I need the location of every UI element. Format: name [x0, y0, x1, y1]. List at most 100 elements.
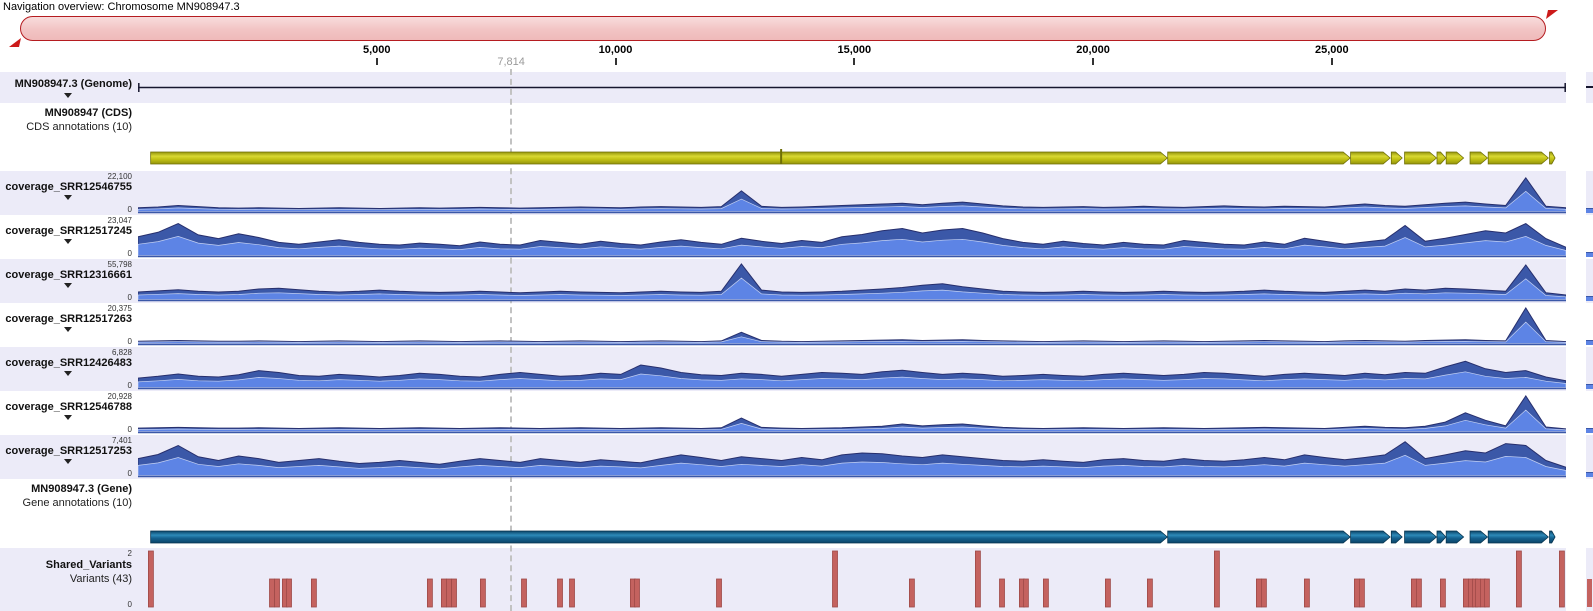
- adjacent-view-sliver: [1586, 0, 1593, 611]
- variants-content[interactable]: [138, 548, 1566, 611]
- coverage-content[interactable]: [138, 435, 1566, 479]
- track-label-coverage[interactable]: coverage_SRR12517245: [0, 225, 132, 237]
- track-options-caret-icon[interactable]: [64, 93, 72, 98]
- variant-bar[interactable]: [311, 579, 316, 607]
- track-sublabel-annotation: CDS annotations (10): [0, 121, 132, 133]
- track-options-caret-icon[interactable]: [64, 283, 72, 288]
- variant-bar[interactable]: [1359, 579, 1364, 607]
- sliver-row: [1586, 171, 1593, 215]
- coverage-max-label: 22,100: [0, 172, 132, 181]
- track-row-coverage-3: 23,047coverage_SRR125172450: [0, 215, 1566, 259]
- variant-bar[interactable]: [480, 579, 485, 607]
- coverage-content[interactable]: [138, 347, 1566, 391]
- coverage-max-label: 55,798: [0, 260, 132, 269]
- variant-bar[interactable]: [148, 551, 153, 607]
- track-options-caret-icon[interactable]: [64, 371, 72, 376]
- coverage-min-label: 0: [0, 205, 132, 214]
- coverage-content[interactable]: [138, 303, 1566, 347]
- variant-bar[interactable]: [635, 579, 640, 607]
- coverage-content[interactable]: [138, 215, 1566, 259]
- nav-wrap-right-arrow-icon[interactable]: [1544, 9, 1559, 21]
- track-row-coverage-7: 20,928coverage_SRR125467880: [0, 391, 1566, 435]
- track-options-caret-icon[interactable]: [64, 195, 72, 200]
- variant-bar[interactable]: [1484, 579, 1489, 607]
- ruler-tick-label: 5,000: [363, 44, 391, 56]
- track-options-caret-icon[interactable]: [64, 459, 72, 464]
- variant-bar[interactable]: [1023, 579, 1028, 607]
- variant-bar[interactable]: [441, 579, 446, 607]
- track-label-coverage[interactable]: coverage_SRR12546755: [0, 181, 132, 193]
- coverage-max-label: 20,375: [0, 304, 132, 313]
- cursor-position-label: 7,814: [497, 56, 525, 68]
- track-label-coverage[interactable]: coverage_SRR12517263: [0, 313, 132, 325]
- variant-bar[interactable]: [1559, 551, 1564, 607]
- navigation-overview-selector[interactable]: [20, 16, 1546, 41]
- track-row-coverage-5: 20,375coverage_SRR125172630: [0, 303, 1566, 347]
- nav-wrap-left-arrow-icon[interactable]: [9, 36, 24, 48]
- coverage-content[interactable]: [138, 171, 1566, 215]
- variant-bar[interactable]: [1463, 579, 1468, 607]
- variant-bar[interactable]: [1440, 579, 1445, 607]
- track-label-annotation[interactable]: MN908947.3 (Gene): [0, 483, 132, 495]
- ruler-tick-mark: [853, 58, 855, 65]
- variant-bar[interactable]: [1214, 551, 1219, 607]
- variant-bar[interactable]: [1304, 579, 1309, 607]
- genome-content[interactable]: [138, 72, 1566, 103]
- variant-bar[interactable]: [1416, 579, 1421, 607]
- variant-bar[interactable]: [1256, 579, 1261, 607]
- variant-bar[interactable]: [558, 579, 563, 607]
- track-label-coverage[interactable]: coverage_SRR12426483: [0, 357, 132, 369]
- sliver-row: [1586, 72, 1593, 103]
- ruler-tick-label: 25,000: [1315, 44, 1349, 56]
- variant-bar[interactable]: [522, 579, 527, 607]
- annotation-content[interactable]: [138, 479, 1566, 548]
- variant-bar[interactable]: [1261, 579, 1266, 607]
- track-sublabel-annotation: Gene annotations (10): [0, 497, 132, 509]
- track-row-coverage-8: 7,401coverage_SRR12517253 0: [0, 435, 1566, 479]
- track-label-genome[interactable]: MN908947.3 (Genome): [0, 78, 132, 90]
- navigation-overview-title: Navigation overview: Chromosome MN908947…: [3, 1, 240, 13]
- variant-bar[interactable]: [1516, 551, 1521, 607]
- track-label-annotation[interactable]: MN908947 (CDS): [0, 107, 132, 119]
- variant-bar[interactable]: [452, 579, 457, 607]
- track-row-annotation-1: MN908947 (CDS) CDS annotations (10): [0, 103, 1566, 171]
- sliver-row: [1586, 303, 1593, 347]
- variant-bar[interactable]: [1411, 579, 1416, 607]
- sliver-row: [1586, 548, 1593, 611]
- coverage-max-label: 7,401: [0, 436, 132, 445]
- variant-bar[interactable]: [1147, 579, 1152, 607]
- coverage-content[interactable]: [138, 259, 1566, 303]
- sliver-row: [1586, 391, 1593, 435]
- track-options-caret-icon[interactable]: [64, 327, 72, 332]
- variant-bar[interactable]: [1475, 579, 1480, 607]
- ruler-tick-mark: [615, 58, 617, 65]
- variant-bar[interactable]: [909, 579, 914, 607]
- variant-bar[interactable]: [275, 579, 280, 607]
- sliver-row: [1586, 259, 1593, 303]
- variant-bar[interactable]: [427, 579, 432, 607]
- ruler-tick-mark: [1092, 58, 1094, 65]
- sliver-row: [1586, 435, 1593, 479]
- coverage-min-label: 0: [0, 469, 132, 478]
- variant-bar[interactable]: [1105, 579, 1110, 607]
- variant-bar[interactable]: [1000, 579, 1005, 607]
- variant-bar[interactable]: [270, 579, 275, 607]
- variant-bar[interactable]: [717, 579, 722, 607]
- variant-bar[interactable]: [1354, 579, 1359, 607]
- variant-bar[interactable]: [287, 579, 292, 607]
- annotation-content[interactable]: [138, 103, 1566, 171]
- variant-bar[interactable]: [1043, 579, 1048, 607]
- track-label-coverage[interactable]: coverage_SRR12316661: [0, 269, 132, 281]
- variant-bar[interactable]: [975, 551, 980, 607]
- sliver-row: [1586, 215, 1593, 259]
- coverage-content[interactable]: [138, 391, 1566, 435]
- track-label-coverage[interactable]: coverage_SRR12546788: [0, 401, 132, 413]
- track-options-caret-icon[interactable]: [64, 415, 72, 420]
- track-label-coverage[interactable]: coverage_SRR12517253: [0, 445, 132, 457]
- track-options-caret-icon[interactable]: [64, 239, 72, 244]
- variant-bar[interactable]: [446, 579, 451, 607]
- variant-bar[interactable]: [833, 551, 838, 607]
- track-label-variants[interactable]: Shared_Variants: [0, 559, 132, 571]
- variant-bar[interactable]: [570, 579, 575, 607]
- coverage-max-label: 20,928: [0, 392, 132, 401]
